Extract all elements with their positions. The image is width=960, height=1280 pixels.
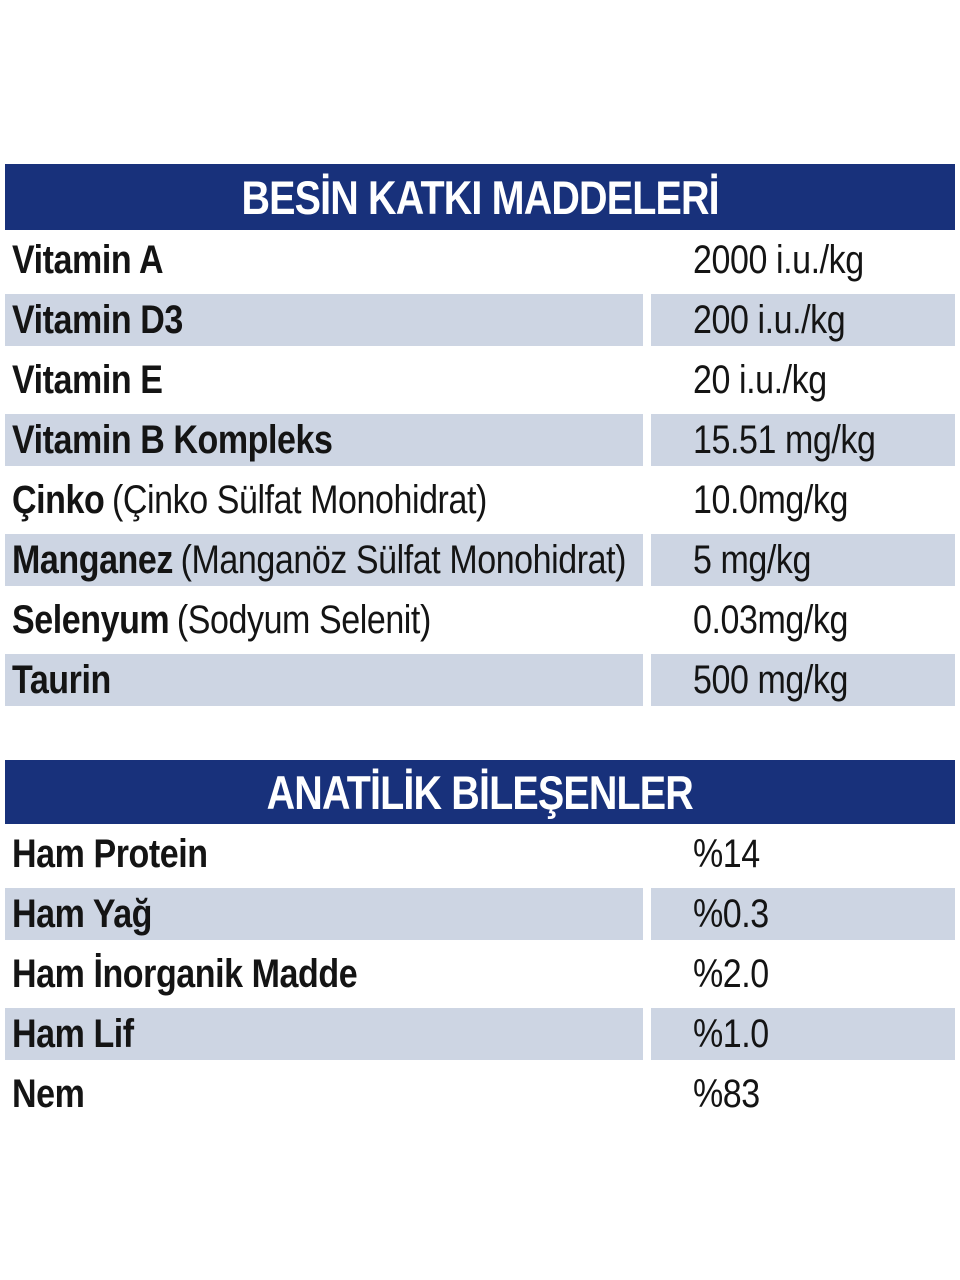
row-value-cell: %1.0 <box>651 1004 955 1064</box>
row-value-cell: %14 <box>651 824 955 884</box>
nutrient-value: 20 i.u./kg <box>693 358 827 402</box>
nutrient-value: 500 mg/kg <box>693 658 848 702</box>
nutrient-value: 10.0mg/kg <box>693 478 848 522</box>
nutrient-name: Selenyum <box>12 598 170 642</box>
row-label-cell: Ham Lif <box>5 1004 643 1064</box>
additives-table-rows: Vitamin A 2000 i.u./kg Vitamin D3 200 i.… <box>5 230 955 710</box>
component-value: %14 <box>693 832 760 876</box>
row-label-cell: Çinko (Çinko Sülfat Monohidrat) <box>5 470 643 530</box>
analytical-table-header: ANATİLİK BİLEŞENLER <box>5 760 955 824</box>
table-row: Vitamin B Kompleks 15.51 mg/kg <box>5 410 955 470</box>
table-row: Manganez (Manganöz Sülfat Monohidrat) 5 m… <box>5 530 955 590</box>
nutrient-detail: (Manganöz Sülfat Monohidrat) <box>180 538 627 582</box>
table-row: Selenyum (Sodyum Selenit) 0.03mg/kg <box>5 590 955 650</box>
nutrient-name: Taurin <box>12 658 111 702</box>
component-value: %83 <box>693 1072 760 1116</box>
component-value: %1.0 <box>693 1012 769 1056</box>
row-value-cell: 500 mg/kg <box>651 650 955 710</box>
component-name: Ham Lif <box>12 1012 134 1056</box>
table-row: Taurin 500 mg/kg <box>5 650 955 710</box>
row-label-cell: Ham Protein <box>5 824 643 884</box>
row-label-cell: Vitamin B Kompleks <box>5 410 643 470</box>
component-name: Ham Yağ <box>12 892 153 936</box>
analytical-components-table: ANATİLİK BİLEŞENLER Ham Protein %14 Ham … <box>5 760 955 1124</box>
table-row: Nem %83 <box>5 1064 955 1124</box>
row-value-cell: 15.51 mg/kg <box>651 410 955 470</box>
nutrition-label: BESİN KATKI MADDELERİ Vitamin A 2000 i.u… <box>5 164 955 1124</box>
row-value-cell: 5 mg/kg <box>651 530 955 590</box>
additives-table-header: BESİN KATKI MADDELERİ <box>5 164 955 230</box>
component-name: Nem <box>12 1072 85 1116</box>
row-value-cell: %0.3 <box>651 884 955 944</box>
row-label-cell: Ham İnorganik Madde <box>5 944 643 1004</box>
row-value-cell: 200 i.u./kg <box>651 290 955 350</box>
row-value-cell: %2.0 <box>651 944 955 1004</box>
nutrient-value: 5 mg/kg <box>693 538 811 582</box>
additives-table: BESİN KATKI MADDELERİ Vitamin A 2000 i.u… <box>5 164 955 710</box>
row-value-cell: 10.0mg/kg <box>651 470 955 530</box>
row-value-cell: 0.03mg/kg <box>651 590 955 650</box>
table-row: Vitamin A 2000 i.u./kg <box>5 230 955 290</box>
row-label-cell: Vitamin E <box>5 350 643 410</box>
component-value: %0.3 <box>693 892 769 936</box>
nutrient-name: Vitamin A <box>12 238 164 282</box>
row-label-cell: Selenyum (Sodyum Selenit) <box>5 590 643 650</box>
nutrient-value: 15.51 mg/kg <box>693 418 876 462</box>
nutrient-name: Vitamin B Kompleks <box>12 418 333 462</box>
nutrient-value: 0.03mg/kg <box>693 598 848 642</box>
row-label-cell: Manganez (Manganöz Sülfat Monohidrat) <box>5 530 643 590</box>
analytical-table-rows: Ham Protein %14 Ham Yağ %0.3 <box>5 824 955 1124</box>
table-row: Ham Lif %1.0 <box>5 1004 955 1064</box>
nutrient-name: Manganez <box>12 538 173 582</box>
row-label-cell: Taurin <box>5 650 643 710</box>
table-row: Çinko (Çinko Sülfat Monohidrat) 10.0mg/kg <box>5 470 955 530</box>
nutrient-value: 2000 i.u./kg <box>693 238 864 282</box>
nutrient-value: 200 i.u./kg <box>693 298 846 342</box>
table-row: Ham İnorganik Madde %2.0 <box>5 944 955 1004</box>
table-row: Ham Yağ %0.3 <box>5 884 955 944</box>
analytical-table-title: ANATİLİK BİLEŞENLER <box>266 765 694 819</box>
nutrient-name: Çinko <box>12 478 105 522</box>
row-value-cell: 20 i.u./kg <box>651 350 955 410</box>
row-label-cell: Nem <box>5 1064 643 1124</box>
row-label-cell: Vitamin D3 <box>5 290 643 350</box>
nutrient-name: Vitamin E <box>12 358 163 402</box>
nutrient-detail: (Sodyum Selenit) <box>176 598 431 642</box>
row-label-cell: Ham Yağ <box>5 884 643 944</box>
nutrient-name: Vitamin D3 <box>12 298 183 342</box>
row-label-cell: Vitamin A <box>5 230 643 290</box>
component-name: Ham Protein <box>12 832 208 876</box>
row-value-cell: 2000 i.u./kg <box>651 230 955 290</box>
table-row: Vitamin E 20 i.u./kg <box>5 350 955 410</box>
component-value: %2.0 <box>693 952 769 996</box>
table-row: Ham Protein %14 <box>5 824 955 884</box>
component-name: Ham İnorganik Madde <box>12 952 358 996</box>
table-row: Vitamin D3 200 i.u./kg <box>5 290 955 350</box>
additives-table-title: BESİN KATKI MADDELERİ <box>241 170 719 224</box>
row-value-cell: %83 <box>651 1064 955 1124</box>
nutrient-detail: (Çinko Sülfat Monohidrat) <box>111 478 487 522</box>
